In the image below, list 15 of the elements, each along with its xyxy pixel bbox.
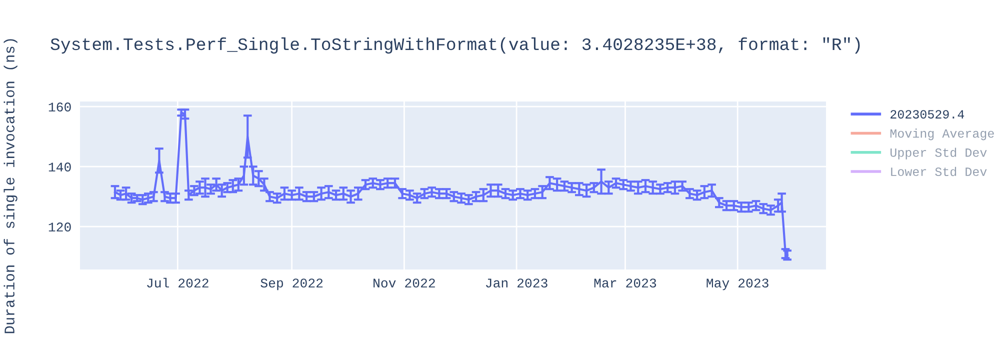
x-tick-label: May 2023 (706, 278, 768, 290)
legend-label: Upper Std Dev (890, 148, 987, 160)
y-tick-label: 140 (48, 162, 71, 172)
y-axis-title: Duration of single invocation (ns) (4, 39, 18, 334)
legend-label: 20230529.4 (890, 110, 964, 119)
x-tick-label: Sep 2022 (260, 278, 323, 290)
x-tick-label: Jan 2023 (486, 278, 548, 288)
legend-label: Moving Average (890, 128, 994, 140)
x-tick-label: Mar 2023 (594, 278, 656, 288)
chart-title: System.Tests.Perf_Single.ToStringWithFormat(value: 3.4028235E+38, format: "R") (50, 37, 860, 54)
y-tick-label: 120 (48, 222, 71, 232)
x-tick-label: Jul 2022 (147, 278, 208, 288)
y-tick-label: 160 (48, 102, 71, 112)
x-tick-label: Nov 2022 (374, 278, 435, 288)
legend-label: Lower Std Dev (891, 166, 987, 176)
